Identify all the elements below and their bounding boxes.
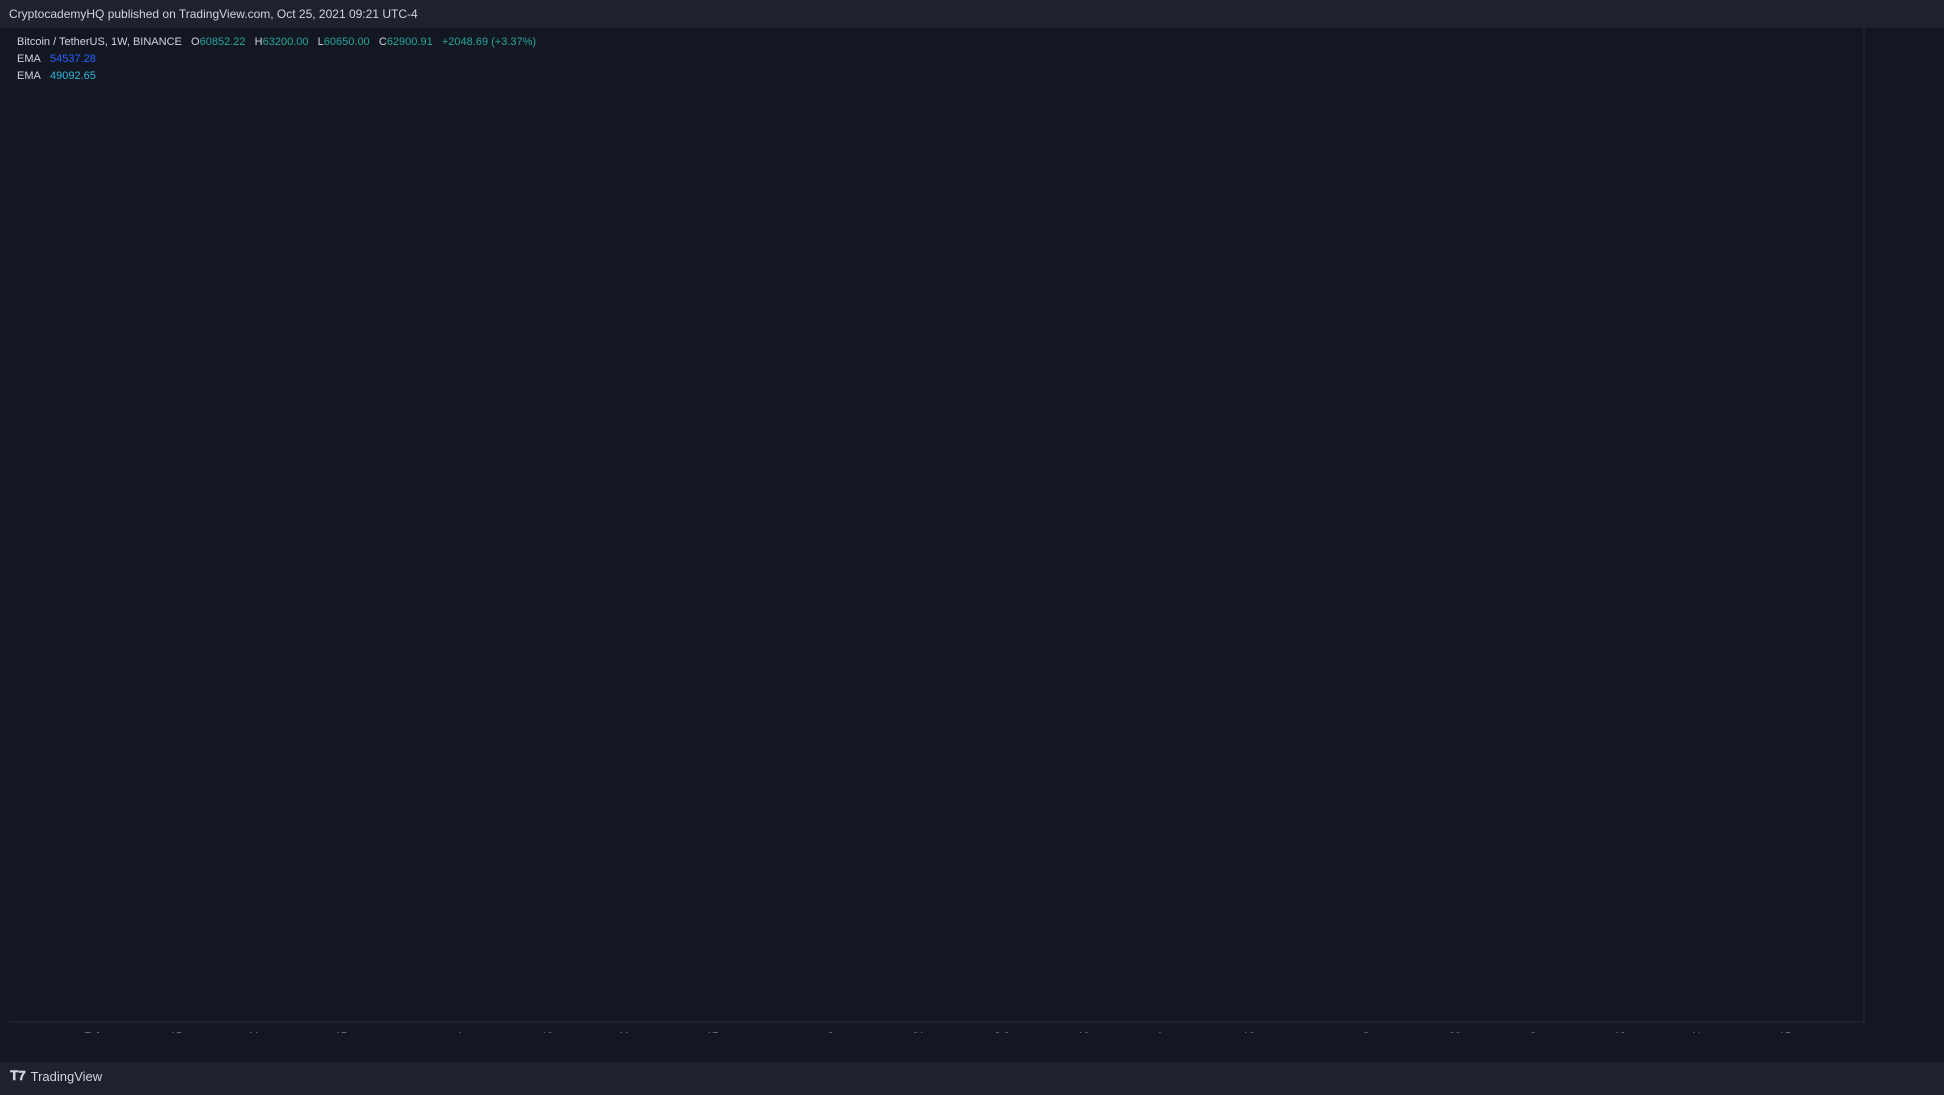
brand-name: TradingView bbox=[30, 1068, 103, 1084]
chart-frame[interactable]: USDTFeb15Mar15Apr19May17Jun21Jul19Aug16S… bbox=[9, 28, 1865, 1033]
tradingview-logo-icon: 𝐓𝟕 bbox=[10, 1068, 26, 1083]
time-tick-label: 19 bbox=[541, 1031, 553, 1033]
price-chart[interactable]: USDTFeb15Mar15Apr19May17Jun21Jul19Aug16S… bbox=[9, 28, 1865, 1033]
legend-row-ema-fast[interactable]: EMA 54537.28 bbox=[17, 51, 536, 68]
time-tick-label: 16 bbox=[1242, 1031, 1254, 1033]
time-tick-label: Oct bbox=[1529, 1031, 1546, 1033]
time-tick-label: 15 bbox=[1779, 1031, 1791, 1033]
time-tick-label: Mar bbox=[249, 1031, 268, 1033]
legend-close: 62900.91 bbox=[386, 36, 433, 48]
time-tick-label: 15 bbox=[170, 1031, 182, 1033]
legend-symbol: Bitcoin / TetherUS, 1W, BINANCE bbox=[17, 36, 182, 48]
time-tick-label: 21 bbox=[912, 1031, 924, 1033]
chart-legend: Bitcoin / TetherUS, 1W, BINANCE O60852.2… bbox=[17, 34, 536, 85]
legend-ema-slow-value: 49092.65 bbox=[50, 70, 96, 82]
time-tick-label: 15 bbox=[335, 1031, 347, 1033]
legend-open: 60852.22 bbox=[199, 36, 246, 48]
legend-change: +2048.69 (+3.37%) bbox=[441, 36, 537, 48]
time-tick-label: Apr bbox=[456, 1031, 473, 1033]
time-tick-label: 17 bbox=[706, 1031, 718, 1033]
legend-ema-fast-value: 54537.28 bbox=[50, 53, 96, 65]
time-tick-label: 20 bbox=[1449, 1031, 1461, 1033]
legend-low: 60650.00 bbox=[323, 36, 370, 48]
legend-close-label: C bbox=[378, 36, 387, 48]
legend-open-label: O bbox=[191, 36, 200, 48]
time-tick-label: Jul bbox=[994, 1031, 1008, 1033]
time-tick-label: Feb bbox=[84, 1031, 103, 1033]
legend-high-label: H bbox=[254, 36, 263, 48]
time-tick-label: 18 bbox=[1614, 1031, 1626, 1033]
top-bar: CryptocademyHQ published on TradingView.… bbox=[0, 0, 1944, 28]
time-tick-label: Jun bbox=[827, 1031, 845, 1033]
legend-row-ema-slow[interactable]: EMA 49092.65 bbox=[17, 68, 536, 85]
legend-high: 63200.00 bbox=[262, 36, 309, 48]
legend-ema-slow-label: EMA bbox=[17, 70, 41, 82]
time-tick-label: Sep bbox=[1363, 1031, 1383, 1033]
published-by-text: CryptocademyHQ published on TradingView.… bbox=[9, 7, 418, 21]
time-tick-label: 19 bbox=[1077, 1031, 1089, 1033]
bottom-bar bbox=[0, 1062, 1944, 1095]
legend-ema-fast-label: EMA bbox=[17, 53, 41, 65]
tradingview-brand[interactable]: 𝐓𝟕 TradingView bbox=[10, 1068, 102, 1084]
legend-row-ohlc: Bitcoin / TetherUS, 1W, BINANCE O60852.2… bbox=[17, 34, 536, 51]
time-tick-label: Aug bbox=[1156, 1031, 1176, 1033]
plot-area bbox=[9, 28, 1864, 1022]
time-tick-label: Nov bbox=[1693, 1031, 1713, 1033]
time-tick-label: May bbox=[619, 1031, 640, 1033]
legend-low-label: L bbox=[317, 36, 324, 48]
